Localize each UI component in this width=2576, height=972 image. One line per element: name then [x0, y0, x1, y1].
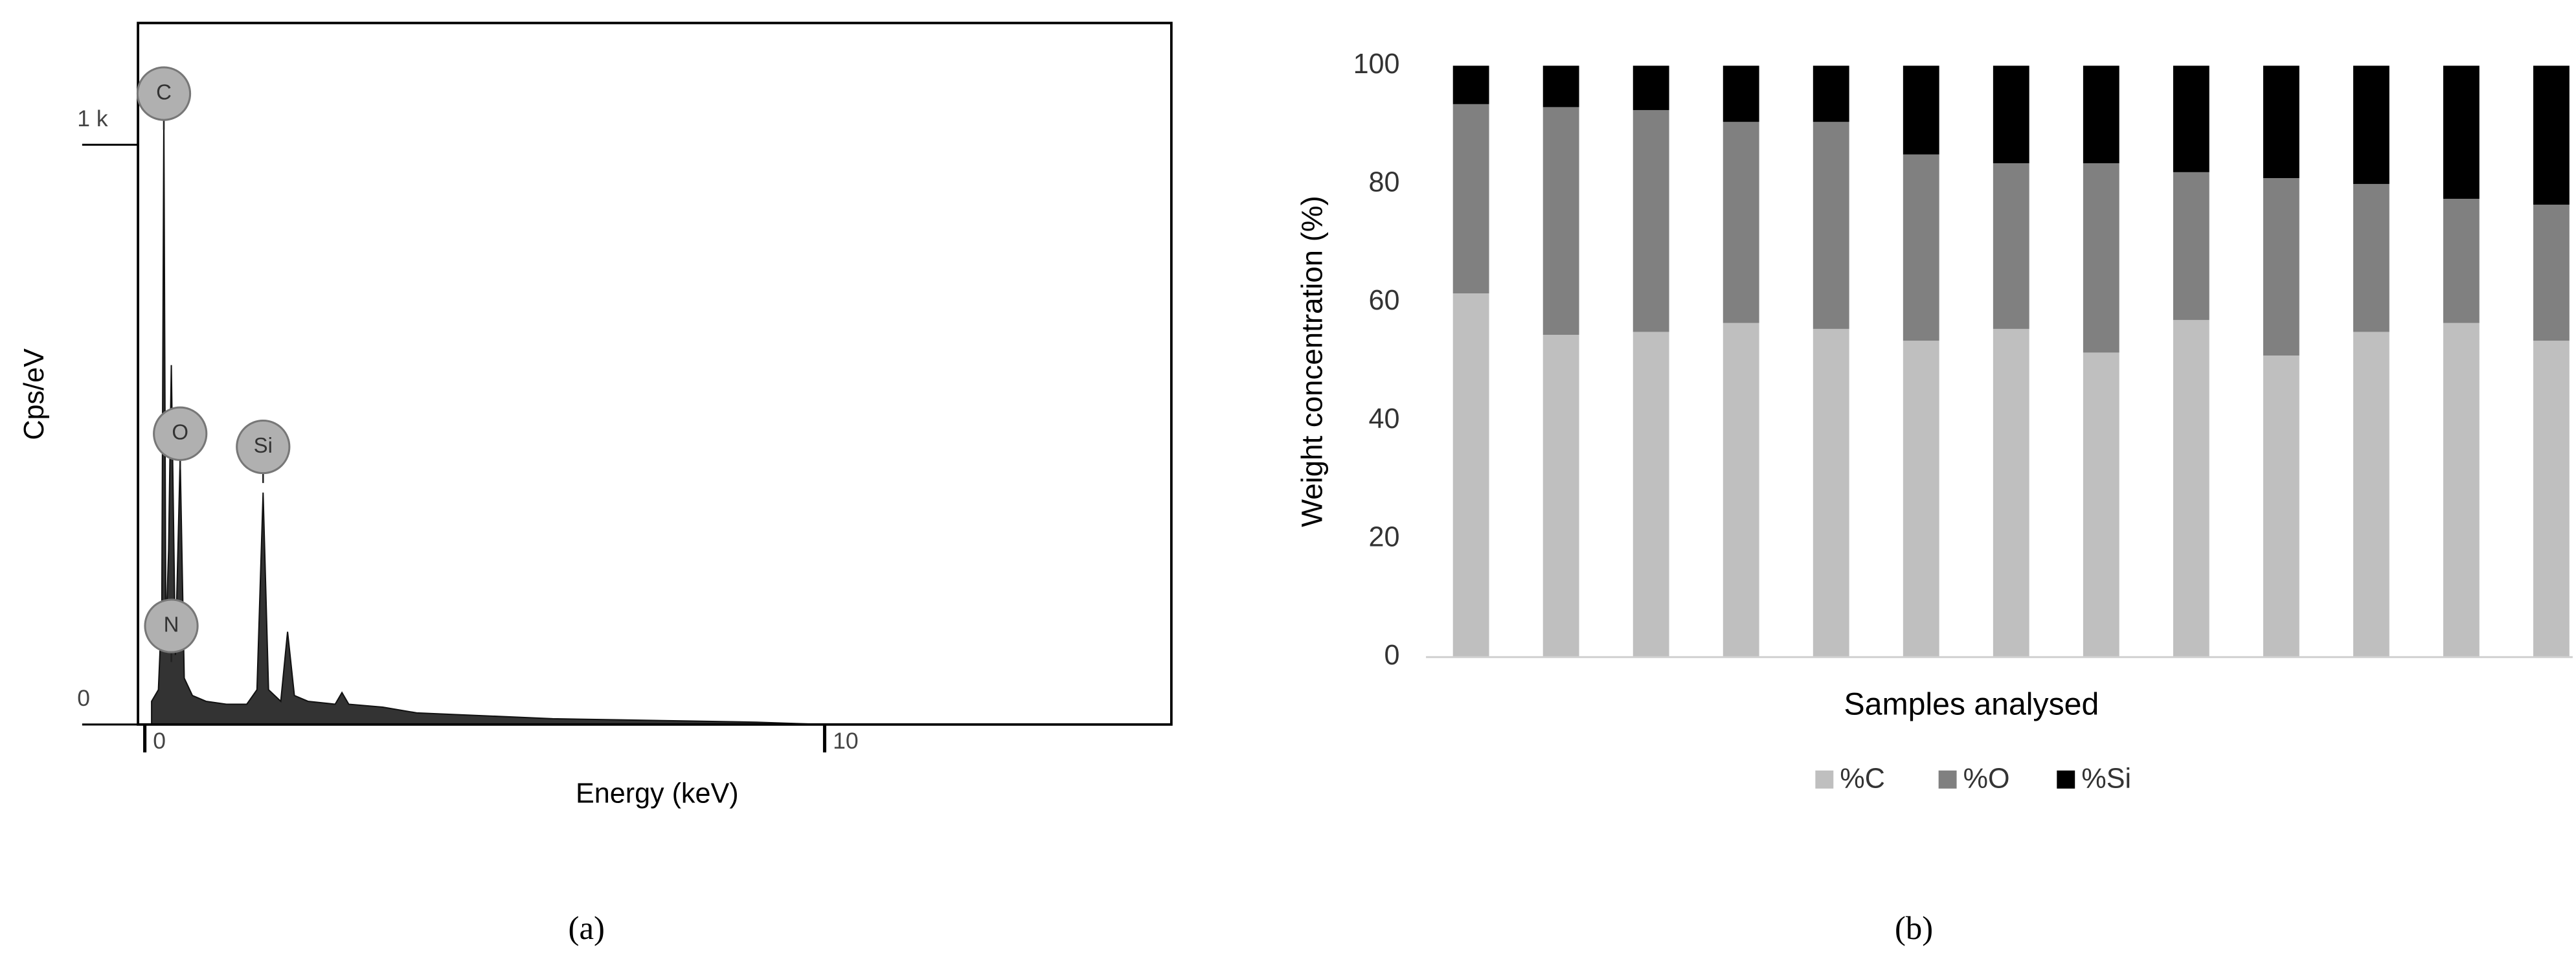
bar-segment [2173, 172, 2209, 321]
peak-marker [236, 419, 291, 475]
bar-segment [1813, 328, 1849, 657]
bar-segment [2533, 341, 2570, 657]
bar-segment [1452, 65, 1489, 104]
y-tick-label: 20 [1369, 522, 1400, 553]
bar-segment [2083, 163, 2119, 353]
peak-marker [153, 406, 208, 461]
bar-segment [2443, 322, 2480, 657]
peak-label: Si [254, 433, 273, 457]
bar-segment [1452, 293, 1489, 657]
bar-segment [2443, 65, 2480, 199]
peak-marker [144, 598, 199, 653]
bar-segment [1993, 163, 2029, 329]
bar-segment [1993, 328, 2029, 657]
peak-label: O [172, 420, 188, 444]
bar-segment [2173, 65, 2209, 172]
bar-segment [2533, 205, 2570, 341]
bar-segment [1813, 65, 1849, 122]
y-tick-label: 40 [1369, 403, 1400, 435]
y-tick-label: 60 [1369, 285, 1400, 316]
x-axis-label: Energy (keV) [576, 778, 739, 809]
x-tick-label: 0 [153, 728, 166, 754]
legend-swatch [1938, 770, 1957, 789]
bar-segment [2263, 178, 2299, 356]
legend-swatch [2057, 770, 2075, 789]
bar-segment [2353, 65, 2390, 185]
bar-segment [2353, 184, 2390, 332]
caption: (b) [1895, 910, 1933, 946]
bar-segment [2443, 198, 2480, 323]
bar-segment [1542, 107, 1579, 335]
y-tick-label: 0 [1384, 640, 1400, 671]
bar-segment [1723, 65, 1759, 122]
y-axis-label: Weight concentration (%) [1296, 196, 1329, 527]
bar-segment [1903, 341, 1939, 657]
bar-segment [1452, 104, 1489, 294]
bar-segment [1903, 154, 1939, 341]
bar-segment [1633, 332, 1669, 657]
y-tick-label: 1 k [77, 106, 108, 131]
y-tick-label: 100 [1353, 49, 1400, 80]
spectrum [151, 115, 825, 725]
legend-label: %Si [2081, 763, 2131, 794]
legend-swatch [1815, 770, 1834, 789]
bar-segment [1633, 109, 1669, 332]
peak-label: C [156, 80, 172, 104]
bar-segment [1993, 65, 2029, 164]
bar-segment [2533, 65, 2570, 205]
plot-frame [137, 21, 1173, 726]
caption: (a) [569, 910, 605, 946]
bar-segment [2083, 352, 2119, 657]
y-tick-label: 0 [77, 685, 90, 711]
bar-segment [1542, 65, 1579, 107]
bar-segment [2173, 320, 2209, 657]
y-axis-label: Cps/eV [19, 348, 50, 440]
legend-label: %O [1963, 763, 2010, 794]
x-axis-label: Samples analysed [1844, 687, 2099, 722]
bar-segment [2083, 65, 2119, 164]
peak-marker [136, 66, 192, 121]
bar-segment [2263, 65, 2299, 179]
bar-segment [1903, 65, 1939, 155]
bar-segment [1723, 322, 1759, 657]
bar-segment [1542, 335, 1579, 657]
bar-segment [1813, 122, 1849, 329]
bar-segment [2353, 332, 2390, 657]
bar-segment [1723, 122, 1759, 323]
x-tick-label: 10 [833, 728, 859, 754]
legend-label: %C [1840, 763, 1884, 794]
peak-label: N [164, 612, 179, 636]
bar-segment [1633, 65, 1669, 110]
bar-segment [2263, 356, 2299, 657]
y-tick-label: 80 [1369, 167, 1400, 198]
